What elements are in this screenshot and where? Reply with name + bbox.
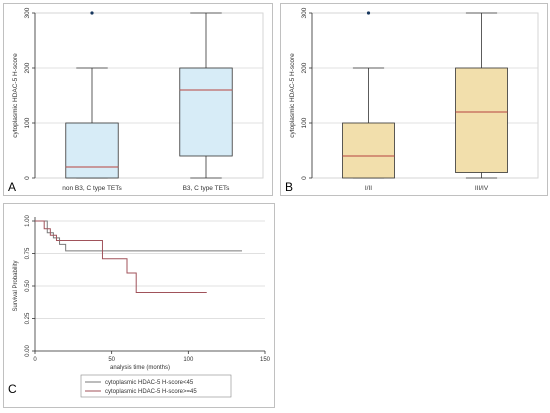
panel-a: 0 100 200 300 cytoplasmic HDAC-5 H-score non …: [3, 3, 273, 196]
box-0: [342, 11, 395, 179]
box-iqr: [179, 67, 233, 157]
panel-border: [3, 203, 275, 408]
y-tick-label: 0: [301, 176, 308, 180]
x-category-label: non B3, C type TETs: [62, 185, 122, 192]
y-tick-label: 0.00: [25, 345, 31, 357]
x-category-label: B3, C type TETs: [183, 185, 231, 192]
y-tick-label: 1.00: [25, 215, 31, 227]
box-iqr: [342, 122, 395, 179]
survival-chart-c: 0.00 0.25 0.50 0.75 1.00 0 50 100 150 analysis ti…: [3, 203, 275, 408]
y-axis-label: Survival Probability: [13, 260, 19, 311]
x-tick-label: 50: [108, 357, 115, 363]
y-axis-label: cytoplasmic HDAC-5 H-score: [289, 53, 296, 138]
outlier-point: [90, 11, 94, 15]
y-tick-label: 100: [24, 117, 31, 128]
y-tick-label: 100: [301, 117, 308, 128]
legend-entry: cytoplasmic HDAC-5 H-score>=45: [105, 389, 197, 395]
panel-letter: B: [285, 180, 293, 194]
outlier-point: [366, 11, 371, 15]
panel-b: 0 100 200 300 cytoplasmic HDAC-5 H-score I/II…: [280, 3, 548, 196]
legend-box: [80, 374, 232, 398]
x-tick-label: 0: [33, 357, 37, 363]
survival-curve-1: [35, 220, 207, 293]
box-iqr: [455, 67, 508, 173]
y-tick-label: 0.50: [25, 280, 31, 292]
y-tick-label: 0: [24, 176, 31, 180]
boxplot-chart-b: 0 100 200 300 cytoplasmic HDAC-5 H-score I/II…: [280, 3, 548, 196]
box-0: [65, 11, 119, 179]
boxplot-chart-a: 0 100 200 300 cytoplasmic HDAC-5 H-score non …: [3, 3, 273, 196]
x-tick-label: 150: [260, 357, 271, 363]
x-tick-label: 100: [183, 357, 194, 363]
box-1: [455, 12, 508, 179]
y-tick-label: 0.75: [25, 247, 31, 259]
x-category-label: III/IV: [475, 185, 489, 192]
y-tick-label: 0.25: [25, 312, 31, 324]
x-category-label: I/II: [365, 185, 372, 192]
y-tick-label: 300: [301, 7, 308, 18]
panel-c: 0.00 0.25 0.50 0.75 1.00 0 50 100 150 analysis ti…: [3, 203, 275, 408]
x-axis-label: analysis time (months): [110, 365, 170, 371]
y-tick-label: 200: [301, 62, 308, 73]
box-iqr: [65, 122, 119, 179]
box-1: [179, 12, 233, 179]
panel-letter: C: [8, 382, 17, 396]
y-tick-label: 200: [24, 62, 31, 73]
y-tick-label: 300: [24, 7, 31, 18]
y-axis-label: cytoplasmic HDAC-5 H-score: [12, 53, 19, 138]
panel-letter: A: [8, 180, 16, 194]
legend-entry: cytoplasmic HDAC-5 H-score<45: [105, 380, 194, 386]
